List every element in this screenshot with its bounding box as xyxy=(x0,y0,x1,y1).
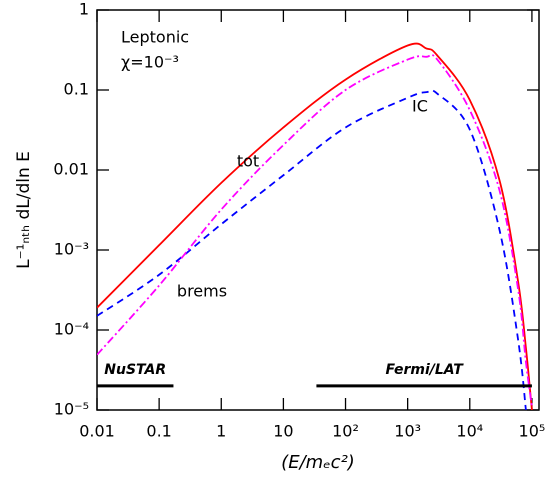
x-tick-label: 1 xyxy=(216,422,226,441)
y-tick-label: 10⁻⁵ xyxy=(54,400,89,419)
y-tick-label: 0.01 xyxy=(53,160,89,179)
x-tick-label: 0.1 xyxy=(146,422,171,441)
series-line xyxy=(97,89,527,410)
x-tick-label: 10⁴ xyxy=(456,422,483,441)
y-tick-label: 0.1 xyxy=(64,80,89,99)
y-axis-label: L⁻¹ₙₜₕ dL/dln E xyxy=(14,151,34,269)
annotation: χ=10⁻³ xyxy=(121,53,179,72)
annotation: Leptonic xyxy=(121,28,189,47)
plot-frame xyxy=(96,9,540,411)
series-label: IC xyxy=(412,97,428,116)
instrument-label: Fermi/LAT xyxy=(385,362,464,378)
series-label: brems xyxy=(177,282,227,301)
y-tick-label: 10⁻⁴ xyxy=(54,320,89,339)
series-line xyxy=(97,53,533,407)
x-tick-label: 10⁵ xyxy=(519,422,546,441)
x-tick-label: 10 xyxy=(273,422,293,441)
y-tick-label: 1 xyxy=(79,0,89,19)
x-tick-label: 10² xyxy=(332,422,359,441)
instrument-label: NuSTAR xyxy=(104,362,166,378)
series-label: tot xyxy=(237,152,259,171)
x-tick-label: 10³ xyxy=(394,422,421,441)
x-tick-label: 0.01 xyxy=(79,422,115,441)
series-line xyxy=(97,42,533,410)
x-axis-label: (E/mₑc²) xyxy=(281,452,355,473)
plot-area xyxy=(97,42,533,410)
y-tick-label: 10⁻³ xyxy=(54,240,89,259)
